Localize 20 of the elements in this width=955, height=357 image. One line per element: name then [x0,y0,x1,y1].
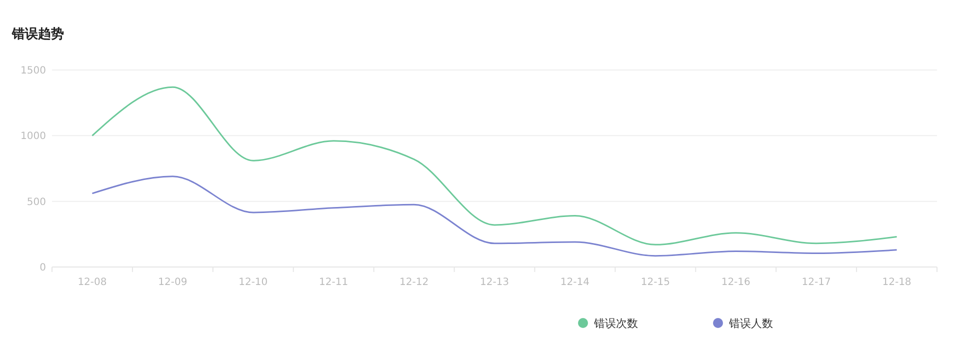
line-series [91,176,898,257]
x-tick-label: 12-14 [560,277,590,288]
legend-label: 错误次数 [593,316,638,330]
y-tick-label: 500 [26,196,46,208]
y-tick-label: 1000 [20,131,46,142]
x-tick-label: 12-10 [238,277,268,288]
x-tick-label: 12-15 [640,277,670,288]
x-tick-label: 12-11 [319,277,348,288]
x-tick-label: 12-09 [158,277,188,288]
line-series [91,86,898,246]
x-tick-label: 12-13 [480,277,510,288]
chart-title: 错误趋势 [11,26,64,42]
x-tick-label: 12-17 [802,277,831,288]
y-tick-label: 0 [40,262,46,274]
x-tick-label: 12-12 [400,277,429,288]
y-tick-label: 1500 [20,66,46,76]
legend-label: 错误人数 [728,316,773,330]
x-tick-label: 12-16 [721,277,750,288]
x-tick-label: 12-18 [882,277,912,288]
x-tick-label: 12-08 [78,277,107,288]
